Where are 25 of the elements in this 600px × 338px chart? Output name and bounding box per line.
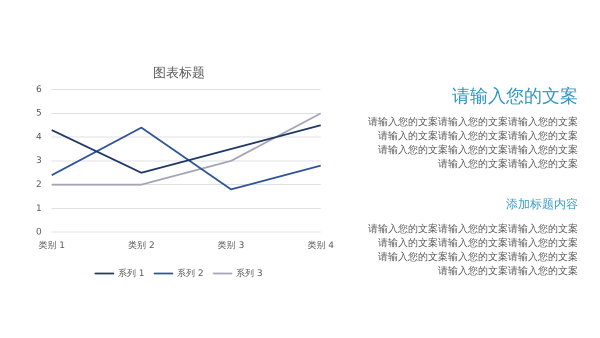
text: 请输入的文案请输入您的文案请输入您的文案: [377, 237, 578, 251]
text: 请输入您的文案请输入您的文案: [437, 265, 578, 279]
x-tick-label: 类别 4: [307, 240, 334, 251]
text: 请输入您的文案: [451, 85, 578, 108]
text: 请输入您的文案输入您的文案请输入您的文案: [377, 144, 578, 158]
x-tick-label: 类别 1: [38, 240, 66, 251]
chart-title: 图表标题: [153, 66, 205, 82]
text: 请输入的文案请输入您的文案请输入您的文案: [377, 130, 578, 144]
y-tick-label: 1: [36, 204, 42, 214]
legend-label: 系列 3: [236, 268, 263, 279]
y-tick-label: 3: [36, 156, 42, 166]
text: 添加标题内容: [505, 196, 578, 213]
text: 请输入您的文案输入您的文案请输入您的文案: [377, 251, 578, 265]
text: 请输入您的文案请输入您的文案请输入您的文案: [367, 116, 578, 130]
y-tick-label: 4: [36, 132, 42, 142]
y-tick-label: 2: [36, 180, 42, 190]
y-tick-label: 5: [36, 108, 42, 119]
y-tick-label: 0: [36, 228, 42, 238]
y-tick-label: 6: [36, 84, 42, 95]
text: 请输入您的文案请输入您的文案请输入您的文案: [367, 223, 578, 237]
legend-label: 系列 1: [118, 268, 144, 279]
x-tick-label: 类别 3: [218, 240, 244, 251]
legend-label: 系列 2: [176, 268, 204, 279]
text: 请输入您的文案请输入您的文案: [437, 158, 578, 172]
x-tick-label: 类别 2: [128, 240, 155, 251]
